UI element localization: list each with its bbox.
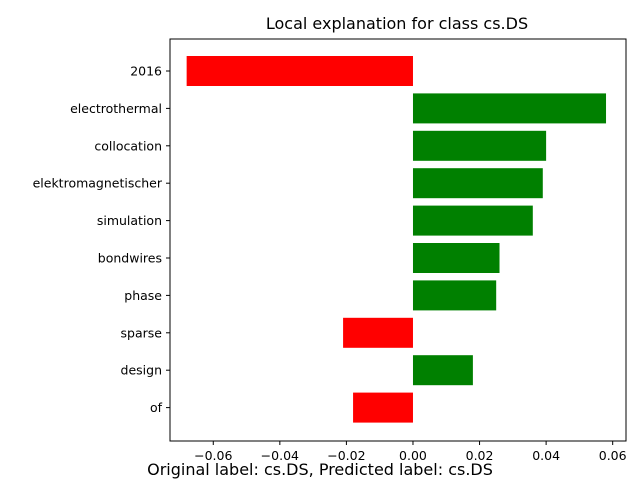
y-tick-label: phase — [124, 288, 162, 303]
bar-design — [412, 355, 473, 386]
x-tick-label: −0.06 — [194, 448, 232, 463]
y-tick-label: design — [121, 363, 162, 378]
bar-of — [353, 392, 413, 423]
y-tick-label: electrothermal — [70, 101, 162, 116]
x-tick-label: 0.06 — [599, 448, 627, 463]
chart-caption: Original label: cs.DS, Predicted label: … — [147, 460, 493, 479]
y-tick-label: 2016 — [130, 64, 162, 79]
x-tick-label: 0.00 — [399, 448, 427, 463]
bar-sparse — [343, 317, 413, 348]
x-tick-label: −0.02 — [327, 448, 365, 463]
plot-frame — [169, 38, 627, 442]
bar-elektromagnetischer — [412, 168, 543, 199]
x-tick-label: 0.02 — [466, 448, 494, 463]
y-tick-label: sparse — [121, 325, 163, 340]
x-axis: −0.06 −0.04 −0.02 0.00 0.02 0.04 0.06 — [194, 441, 627, 463]
bar-electrothermal — [412, 93, 607, 124]
bar-bondwires — [412, 243, 500, 273]
bar-collocation — [412, 130, 547, 161]
bar-2016 — [186, 56, 413, 86]
x-tick-label: −0.04 — [261, 448, 299, 463]
y-tick-label: collocation — [94, 138, 162, 153]
y-tick-label: simulation — [97, 213, 162, 228]
x-tick-label: 0.04 — [532, 448, 560, 463]
y-tick-label: bondwires — [98, 251, 162, 266]
chart-title: Local explanation for class cs.DS — [266, 14, 528, 33]
bar-phase — [412, 280, 497, 311]
bars-group — [186, 56, 607, 423]
y-tick-label: elektromagnetischer — [33, 176, 163, 191]
bar-simulation — [412, 205, 533, 236]
y-axis: 2016 electrothermal collocation elektromagn… — [33, 64, 170, 415]
y-tick-label: of — [150, 400, 163, 415]
